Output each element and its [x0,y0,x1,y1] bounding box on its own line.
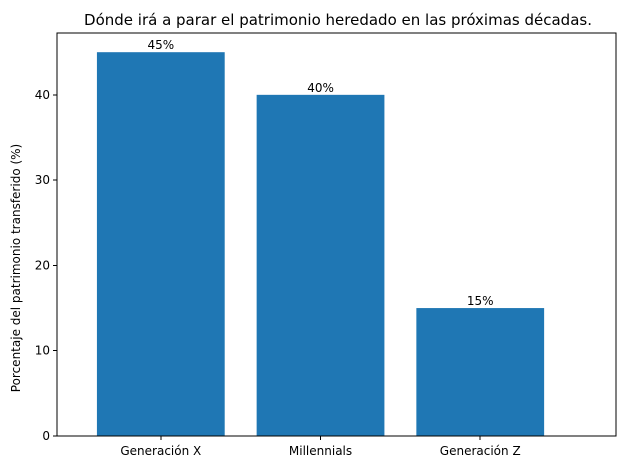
y-axis-label: Porcentaje del patrimonio transferido (%… [9,144,23,392]
y-tick-label: 0 [42,429,50,443]
bar [416,308,545,436]
bar [256,94,385,437]
plot-frame [56,32,617,437]
y-tick-label: 20 [35,258,50,272]
x-axis-ticks: Generación X Millennials Generación Z [120,436,521,458]
chart-title: Dónde irá a parar el patrimonio heredado… [84,11,592,29]
bars-group [96,52,545,437]
bar-value-label: 15% [467,294,494,308]
bar-value-label: 40% [307,81,334,95]
data-labels-group: 45% 40% 15% [147,38,493,308]
x-tick-label: Millennials [289,444,352,458]
bar-value-label: 45% [147,38,174,52]
y-tick-label: 10 [35,344,50,358]
y-tick-label: 30 [35,173,50,187]
x-tick-label: Generación Z [440,444,521,458]
x-tick-label: Generación X [120,444,201,458]
y-axis-ticks: 0 10 20 30 40 [35,88,57,443]
bar [96,52,225,436]
plot-border [56,32,617,437]
y-tick-label: 40 [35,88,50,102]
